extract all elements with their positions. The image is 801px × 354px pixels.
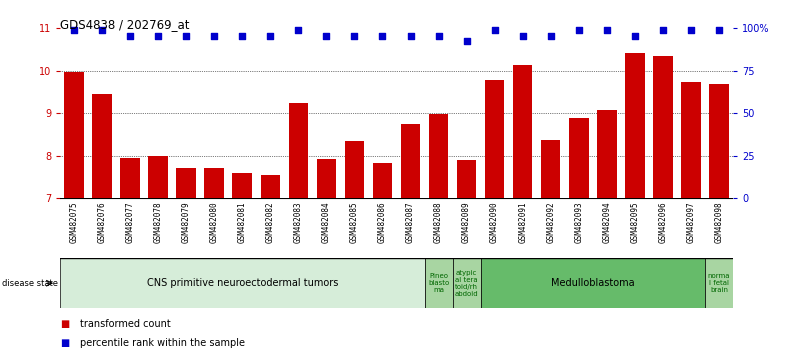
Text: GSM482085: GSM482085 [350, 201, 359, 243]
Text: GSM482096: GSM482096 [658, 201, 667, 243]
Bar [597, 110, 617, 198]
Point [405, 33, 417, 39]
Bar [60, 258, 425, 308]
Bar [425, 258, 453, 308]
Text: disease state: disease state [2, 279, 58, 288]
Text: GSM482079: GSM482079 [182, 201, 191, 243]
Bar [625, 53, 645, 198]
Text: GSM482094: GSM482094 [602, 201, 611, 243]
Bar [481, 258, 705, 308]
Text: GSM482097: GSM482097 [686, 201, 695, 243]
Text: Medulloblastoma: Medulloblastoma [551, 278, 634, 288]
Point [292, 28, 304, 33]
Point [348, 33, 360, 39]
Point [684, 28, 697, 33]
Point [545, 33, 557, 39]
Text: GSM482086: GSM482086 [378, 201, 387, 243]
Bar [513, 65, 533, 198]
Point [601, 28, 614, 33]
Text: GSM482080: GSM482080 [210, 201, 219, 243]
Bar [457, 160, 477, 198]
Text: transformed count: transformed count [80, 319, 171, 329]
Text: norma
l fetal
brain: norma l fetal brain [707, 273, 731, 293]
Text: GSM482077: GSM482077 [126, 201, 135, 243]
Point [517, 33, 529, 39]
Text: GSM482083: GSM482083 [294, 201, 303, 243]
Text: GSM482081: GSM482081 [238, 201, 247, 243]
Point [123, 33, 136, 39]
Text: GSM482090: GSM482090 [490, 201, 499, 243]
Bar [176, 168, 196, 198]
Point [713, 28, 726, 33]
Bar [681, 82, 701, 198]
Text: GSM482098: GSM482098 [714, 201, 723, 243]
Bar [288, 103, 308, 198]
Text: GDS4838 / 202769_at: GDS4838 / 202769_at [60, 18, 190, 31]
Text: percentile rank within the sample: percentile rank within the sample [80, 338, 245, 348]
Text: GSM482092: GSM482092 [546, 201, 555, 243]
Text: GSM482088: GSM482088 [434, 201, 443, 243]
Bar [344, 141, 364, 198]
Text: GSM482075: GSM482075 [70, 201, 78, 243]
Text: GSM482089: GSM482089 [462, 201, 471, 243]
Bar [260, 175, 280, 198]
Text: GSM482091: GSM482091 [518, 201, 527, 243]
Point [488, 28, 501, 33]
Bar [569, 118, 589, 198]
Bar [120, 158, 140, 198]
Point [572, 28, 585, 33]
Point [460, 39, 473, 44]
Point [235, 33, 248, 39]
Bar [92, 94, 112, 198]
Bar [541, 141, 561, 198]
Bar [429, 114, 449, 198]
Bar [453, 258, 481, 308]
Point [179, 33, 193, 39]
Text: ■: ■ [60, 338, 70, 348]
Point [151, 33, 165, 39]
Point [376, 33, 389, 39]
Text: GSM482076: GSM482076 [98, 201, 107, 243]
Point [433, 33, 445, 39]
Point [320, 33, 333, 39]
Point [628, 33, 641, 39]
Text: GSM482078: GSM482078 [154, 201, 163, 243]
Bar [232, 173, 252, 198]
Point [657, 28, 670, 33]
Bar [709, 84, 729, 198]
Bar [705, 258, 733, 308]
Text: GSM482084: GSM482084 [322, 201, 331, 243]
Text: GSM482087: GSM482087 [406, 201, 415, 243]
Bar [148, 156, 168, 198]
Bar [372, 163, 392, 198]
Text: GSM482093: GSM482093 [574, 201, 583, 243]
Text: ■: ■ [60, 319, 70, 329]
Bar [400, 124, 421, 198]
Text: Pineo
blasto
ma: Pineo blasto ma [428, 273, 449, 293]
Point [96, 28, 109, 33]
Point [67, 28, 80, 33]
Text: GSM482095: GSM482095 [630, 201, 639, 243]
Bar [653, 56, 673, 198]
Bar [316, 159, 336, 198]
Point [264, 33, 277, 39]
Bar [204, 168, 224, 198]
Text: atypic
al tera
toid/rh
abdoid: atypic al tera toid/rh abdoid [455, 270, 478, 297]
Text: CNS primitive neuroectodermal tumors: CNS primitive neuroectodermal tumors [147, 278, 338, 288]
Bar [485, 80, 505, 198]
Point [208, 33, 221, 39]
Text: GSM482082: GSM482082 [266, 201, 275, 243]
Bar [64, 72, 84, 198]
